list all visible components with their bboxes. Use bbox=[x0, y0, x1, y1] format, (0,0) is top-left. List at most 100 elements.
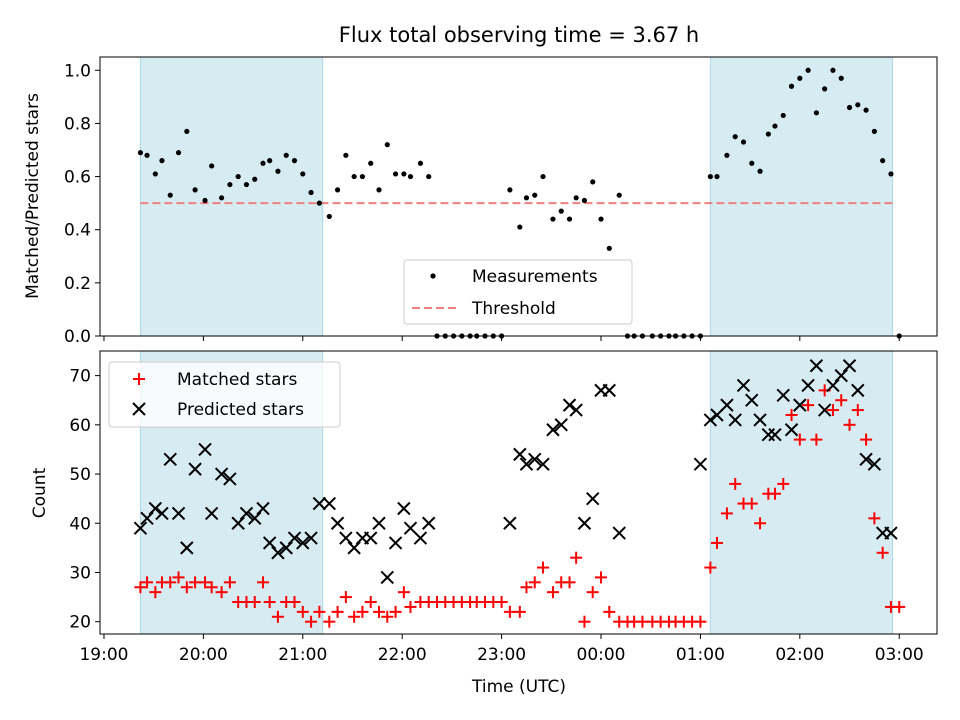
measurement-point bbox=[376, 187, 382, 193]
measurement-point bbox=[880, 158, 886, 164]
bottom-legend: Matched stars Predicted stars bbox=[108, 361, 341, 428]
predicted-stars-point bbox=[296, 536, 310, 550]
measurement-point bbox=[351, 173, 357, 180]
predicted-stars-point bbox=[546, 423, 560, 437]
top-y-axis-label: Matched/Predicted stars bbox=[23, 93, 43, 299]
x-tick-label: 03:00 bbox=[875, 645, 924, 665]
predicted-stars-point bbox=[188, 462, 202, 476]
top-panel: 0.0 0.2 0.4 0.6 0.8 1.0 Matched/Predicted sta… bbox=[23, 56, 938, 347]
matched-stars-point bbox=[223, 576, 236, 589]
predicted-stars-point bbox=[826, 378, 840, 393]
predicted-stars-point bbox=[248, 511, 262, 526]
measurement-point bbox=[780, 112, 786, 119]
predicted-stars-point bbox=[867, 457, 882, 471]
measurement-point bbox=[757, 168, 763, 174]
matched-stars-point bbox=[339, 591, 352, 604]
measurement-point bbox=[523, 195, 530, 201]
measurement-point bbox=[283, 152, 289, 158]
predicted-stars-point bbox=[148, 501, 163, 516]
measurement-point bbox=[838, 75, 844, 81]
predicted-stars-point bbox=[163, 452, 177, 466]
matched-stars-point bbox=[528, 576, 541, 589]
legend-marker-matched-stars bbox=[133, 373, 145, 385]
matched-stars-point bbox=[745, 497, 758, 510]
predicted-stars-point bbox=[577, 516, 592, 530]
measurement-point bbox=[598, 216, 604, 222]
x-tick-label: 02:00 bbox=[775, 645, 824, 665]
matched-stars-point bbox=[578, 615, 591, 628]
matched-stars-point bbox=[263, 596, 276, 609]
bottom-panel: 20 30 40 50 60 70 19:00 20:00 21:00 22:00 23:00 00… bbox=[30, 350, 938, 697]
measurement-point bbox=[417, 160, 424, 166]
matched-stars-point bbox=[348, 610, 361, 623]
matched-stars-point bbox=[843, 418, 856, 431]
x-tick-label: 23:00 bbox=[477, 645, 526, 665]
legend-label-predicted-stars: Predicted stars bbox=[177, 400, 304, 420]
matched-stars-point bbox=[271, 610, 284, 623]
predicted-stars-point bbox=[287, 531, 302, 545]
measurement-point bbox=[540, 173, 546, 180]
predicted-stars-point bbox=[817, 403, 832, 417]
y-tick-label: 70 bbox=[69, 367, 91, 387]
matched-stars-point bbox=[313, 605, 326, 618]
matched-stars-point bbox=[356, 605, 369, 618]
predicted-stars-point bbox=[380, 570, 394, 585]
matched-stars-point bbox=[603, 605, 616, 618]
measurement-point bbox=[714, 173, 720, 180]
y-tick-label: 0.8 bbox=[64, 114, 91, 134]
matched-stars-point bbox=[710, 536, 723, 549]
top-axes-frame bbox=[99, 56, 938, 337]
x-tick-label: 20:00 bbox=[179, 645, 228, 665]
matched-stars-point bbox=[777, 477, 790, 490]
measurement-point bbox=[855, 102, 861, 108]
measurement-point bbox=[616, 192, 622, 198]
measurement-point bbox=[749, 160, 755, 166]
predicted-stars-point bbox=[133, 521, 148, 535]
measurement-point bbox=[863, 107, 869, 113]
matched-stars-point bbox=[851, 404, 864, 417]
predicted-stars-point bbox=[586, 491, 600, 506]
predicted-stars-point bbox=[388, 536, 403, 550]
measurement-point bbox=[707, 173, 713, 180]
legend-marker-predicted-stars bbox=[132, 402, 146, 416]
matched-stars-point bbox=[860, 433, 873, 446]
measurement-point bbox=[740, 139, 747, 145]
predicted-stars-point bbox=[279, 541, 293, 555]
predicted-stars-point bbox=[312, 496, 327, 511]
matched-stars-point bbox=[595, 571, 608, 584]
measurement-point bbox=[407, 173, 414, 180]
measurement-point bbox=[267, 158, 273, 164]
matched-stars-point bbox=[134, 581, 147, 594]
y-tick-label: 40 bbox=[69, 514, 91, 534]
y-tick-label: 0.2 bbox=[64, 274, 91, 294]
predicted-stars-point bbox=[413, 531, 428, 545]
measurement-point bbox=[813, 110, 819, 116]
predicted-stars-point bbox=[304, 531, 318, 545]
measurement-point bbox=[392, 171, 399, 177]
matched-stars-point bbox=[835, 394, 848, 407]
matched-stars-point bbox=[720, 507, 733, 520]
matched-stars-point bbox=[513, 605, 526, 618]
measurement-point bbox=[550, 216, 556, 222]
measurement-point bbox=[797, 75, 803, 81]
y-tick-label: 0.4 bbox=[64, 221, 91, 241]
measurement-point bbox=[316, 200, 322, 206]
measurement-point bbox=[227, 181, 233, 188]
matched-stars-point bbox=[205, 581, 218, 594]
measurement-point bbox=[401, 171, 407, 177]
predicted-stars-point bbox=[745, 393, 759, 407]
measurement-point bbox=[343, 152, 349, 158]
y-tick-label: 20 bbox=[69, 613, 91, 633]
measurement-point bbox=[368, 160, 374, 166]
measurement-point bbox=[300, 171, 306, 177]
predicted-stars-point bbox=[397, 501, 411, 516]
predicted-stars-point bbox=[801, 378, 815, 393]
predicted-stars-point bbox=[180, 541, 194, 555]
matched-stars-point bbox=[288, 596, 301, 609]
predicted-stars-point bbox=[223, 472, 237, 486]
measurement-point bbox=[202, 197, 208, 204]
matched-stars-point bbox=[785, 408, 798, 421]
predicted-stars-point bbox=[528, 452, 542, 466]
predicted-stars-point bbox=[602, 383, 616, 398]
measurement-point bbox=[581, 197, 588, 204]
